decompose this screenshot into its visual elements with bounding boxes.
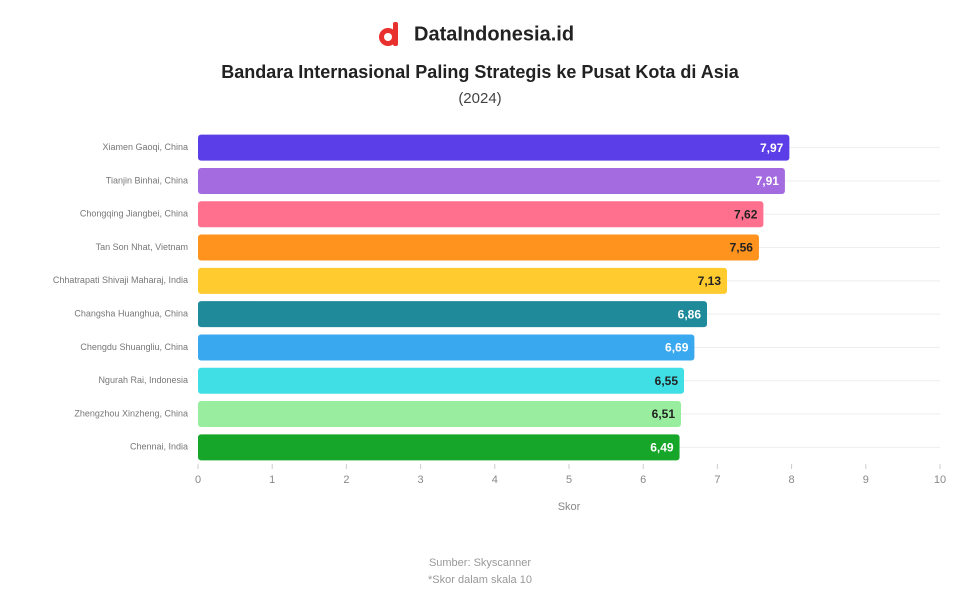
x-tick-label: 0 [195,474,201,486]
x-tick-label: 7 [714,474,720,486]
y-tick-label: Chengdu Shuangliu, China [80,342,188,352]
value-label: 6,51 [652,407,676,421]
y-tick-label: Chhatrapati Shivaji Maharaj, India [53,275,188,285]
value-label: 7,97 [760,141,784,155]
y-tick-label: Zhengzhou Xinzheng, China [74,408,188,418]
value-label: 6,86 [678,307,702,321]
x-tick-label: 10 [934,474,946,486]
bar [198,334,695,361]
source: Sumber: Skyscanner [429,557,531,569]
bar [198,167,785,194]
value-label: 7,91 [756,174,780,188]
value-label: 6,49 [650,441,674,455]
bar [198,201,764,228]
bar [198,234,759,261]
y-tick-label: Tianjin Binhai, China [106,175,188,185]
value-label: 7,13 [698,274,722,288]
y-tick-label: Changsha Huanghua, China [74,309,188,319]
x-tick-label: 8 [789,474,795,486]
logo-icon [379,22,398,46]
x-tick-label: 1 [269,474,275,486]
y-tick-label: Ngurah Rai, Indonesia [98,375,188,385]
x-tick-label: 9 [863,474,869,486]
value-label: 6,55 [655,374,679,388]
bar [198,367,685,394]
x-tick-label: 3 [418,474,424,486]
y-tick-label: Chennai, India [130,442,188,452]
x-axis-title: Skor [558,501,581,513]
y-tick-label: Tan Son Nhat, Vietnam [96,242,188,252]
bar [198,267,728,294]
chart-subtitle: (2024) [458,90,501,107]
y-tick-label: Chongqing Jiangbei, China [80,209,188,219]
value-label: 7,56 [730,241,754,255]
y-tick-label: Xiamen Gaoqi, China [102,142,188,152]
bar [198,301,708,328]
chart-title: Bandara Internasional Paling Strategis k… [221,62,739,82]
bar [198,434,680,461]
x-tick-label: 5 [566,474,572,486]
brand: DataIndonesia.id [414,23,574,45]
x-tick-label: 4 [492,474,498,486]
x-tick-label: 2 [343,474,349,486]
note: *Skor dalam skala 10 [428,574,532,586]
value-label: 7,62 [734,207,758,221]
bar [198,134,790,161]
value-label: 6,69 [665,341,689,355]
bar [198,401,682,428]
x-tick-label: 6 [640,474,646,486]
